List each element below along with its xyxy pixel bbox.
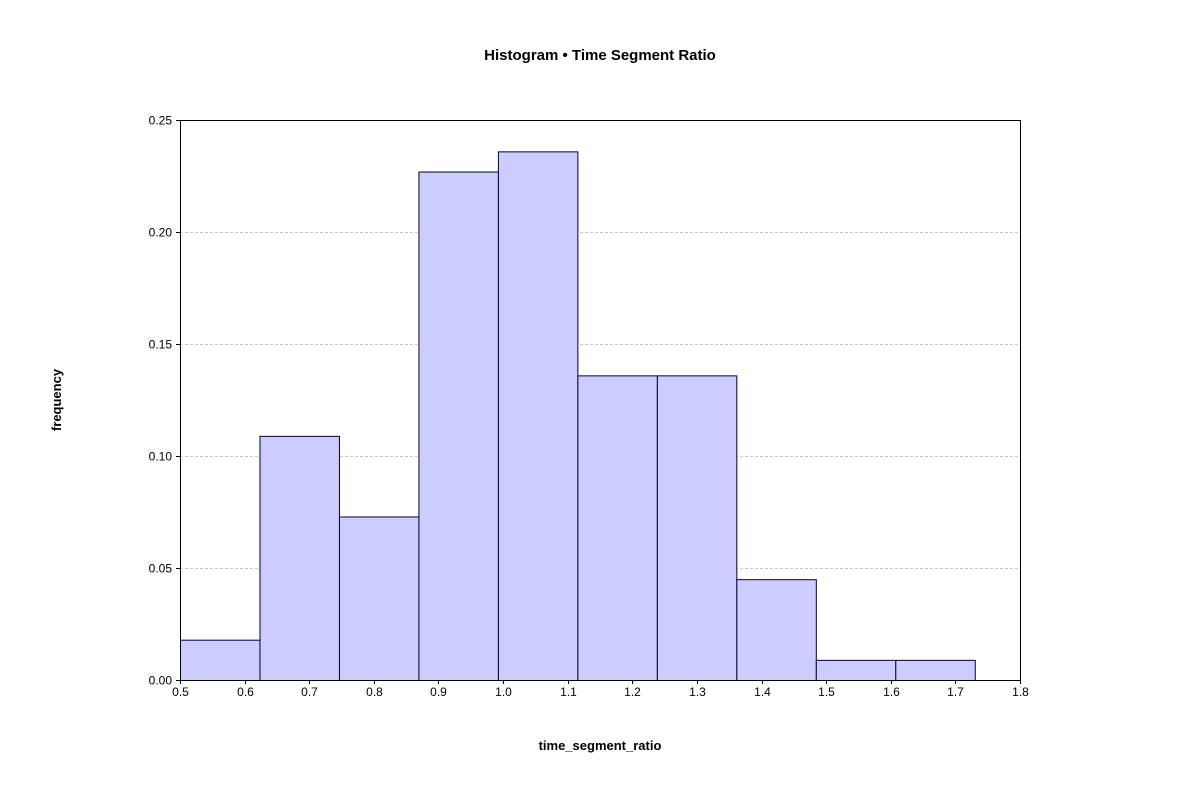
chart-title: Histogram • Time Segment Ratio bbox=[484, 47, 716, 64]
y-tick-label: 0.00 bbox=[149, 674, 173, 688]
y-tick-label: 0.25 bbox=[149, 114, 173, 128]
x-tick-label: 0.9 bbox=[430, 685, 447, 699]
y-tick-label: 0.20 bbox=[149, 226, 173, 240]
x-axis-ticks: 0.5 0.6 0.7 0.8 0.9 1.0 1.1 1.2 1.3 1.4 1.5 1.6 1.7 1… bbox=[172, 680, 1029, 699]
histogram-bar bbox=[656, 375, 738, 681]
histogram-bar bbox=[577, 375, 658, 681]
x-axis-label: time_segment_ratio bbox=[539, 738, 662, 753]
histogram-bar bbox=[338, 516, 420, 681]
histogram-bar bbox=[259, 435, 340, 681]
x-tick-label: 1.4 bbox=[754, 685, 771, 699]
x-tick-label: 0.6 bbox=[237, 685, 254, 699]
y-axis-label: frequency bbox=[49, 368, 64, 431]
y-axis-ticks: 0.00 0.05 0.10 0.15 0.20 0.25 bbox=[149, 114, 180, 688]
histogram-bar bbox=[895, 659, 976, 682]
y-tick-label: 0.05 bbox=[149, 562, 173, 576]
histogram-bar bbox=[180, 639, 261, 681]
x-tick-label: 0.5 bbox=[172, 685, 189, 699]
histogram-bars bbox=[180, 151, 976, 682]
x-tick-label: 1.8 bbox=[1012, 685, 1029, 699]
x-tick-label: 1.1 bbox=[560, 685, 577, 699]
y-tick-label: 0.10 bbox=[149, 450, 173, 464]
histogram-bar bbox=[736, 579, 817, 682]
y-tick-label: 0.15 bbox=[149, 338, 173, 352]
histogram-bar bbox=[815, 659, 897, 682]
plot-area-frame bbox=[180, 120, 1021, 681]
x-tick-label: 0.7 bbox=[301, 685, 318, 699]
x-tick-label: 1.6 bbox=[883, 685, 900, 699]
histogram-bar bbox=[497, 151, 579, 682]
x-tick-label: 1.7 bbox=[947, 685, 964, 699]
x-tick-label: 1.5 bbox=[818, 685, 835, 699]
x-tick-label: 1.0 bbox=[495, 685, 512, 699]
histogram-bar bbox=[418, 171, 499, 682]
x-tick-label: 1.2 bbox=[624, 685, 641, 699]
x-tick-label: 0.8 bbox=[366, 685, 383, 699]
x-tick-label: 1.3 bbox=[689, 685, 706, 699]
